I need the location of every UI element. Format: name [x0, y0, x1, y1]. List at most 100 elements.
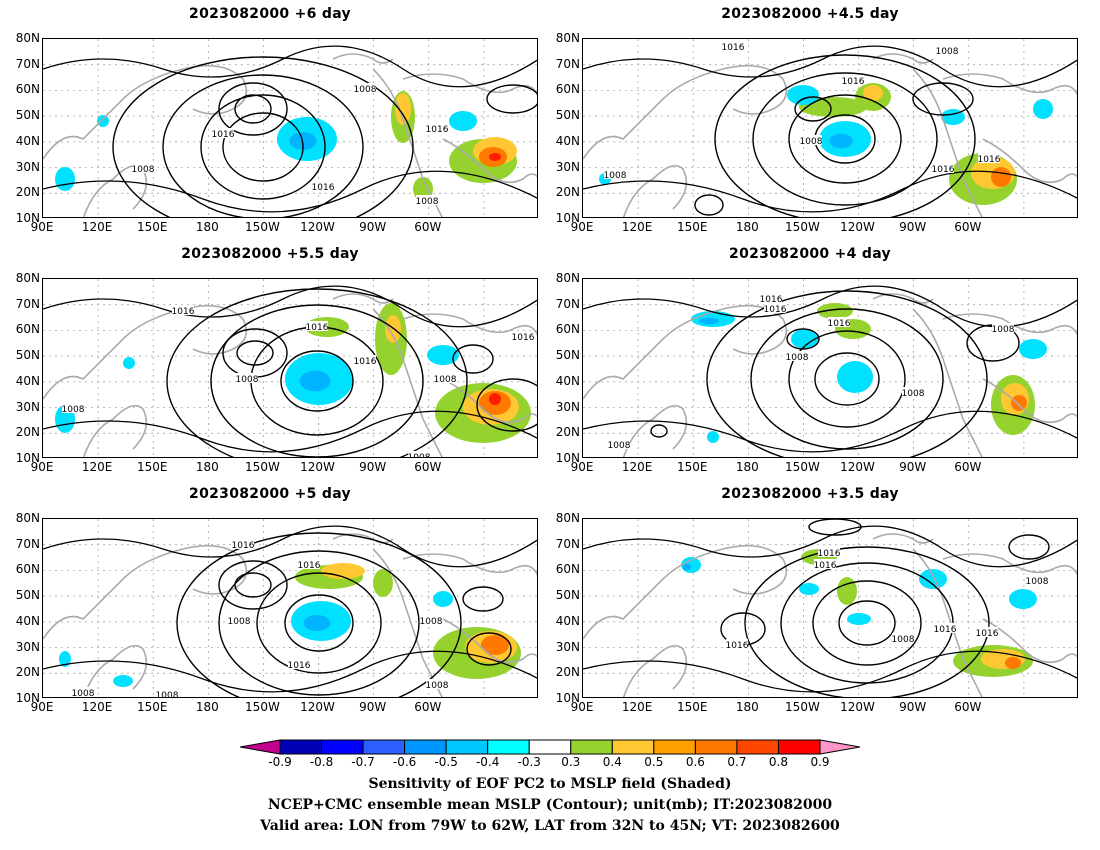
contour-label-bg: [416, 195, 438, 205]
y-tick-label: 80N: [15, 31, 40, 45]
contour-label-bg: [408, 451, 430, 457]
y-tick-label: 10N: [555, 211, 580, 225]
map-frame: 1016 1008 1008 1016 1016 1008: [42, 38, 538, 218]
y-tick-label: 10N: [555, 451, 580, 465]
x-tick-label: 150E: [136, 220, 168, 234]
contour-label: 1016: [298, 561, 321, 571]
x-tick-label: 120E: [621, 700, 653, 714]
y-tick-label: 50N: [555, 108, 580, 123]
map-frame: 1016 1016 1016 1008 1008 1008 1016 1008: [42, 278, 538, 458]
panel-title: 2023082000 +3.5 day: [721, 486, 899, 502]
colorbar: [240, 739, 860, 755]
isobar: [162, 74, 364, 217]
y-tick-label: 30N: [555, 399, 580, 414]
map-canvas: 1016 1016 1008 1016 1008 1008 1008 1008: [43, 519, 537, 698]
negative-shade: [787, 85, 819, 105]
x-tick-label: 180: [195, 220, 219, 234]
colorbar-swatch: [570, 739, 613, 755]
y-tick-label: 80N: [15, 511, 40, 525]
isobar: [583, 525, 1077, 568]
contour-label: 1008: [354, 85, 377, 95]
y-tick-label: 10N: [15, 691, 40, 705]
contour-label: 1008: [892, 635, 915, 645]
y-tick-label: 80N: [555, 271, 580, 285]
contour-label-bg: [936, 45, 958, 55]
contour-label: 1016: [978, 155, 1001, 165]
x-tick-label: 90W: [899, 460, 927, 474]
isobar: [452, 344, 494, 374]
isobar: [284, 594, 354, 652]
coastline: [872, 533, 934, 544]
y-tick-label: 50N: [555, 588, 580, 603]
contour-label: 1008: [416, 197, 439, 207]
contour-label-bg: [312, 181, 334, 191]
colorbar-label: 0.9: [810, 755, 830, 769]
contour-label: 1016: [306, 323, 329, 333]
contour-label: 1008: [228, 617, 251, 627]
y-tick-label: 30N: [555, 159, 580, 174]
contour-label-bg: [892, 633, 914, 643]
contour-label-bg: [726, 639, 748, 649]
contour-label-bg: [354, 355, 376, 365]
coastline: [982, 618, 1077, 664]
contour-label-bg: [426, 123, 448, 133]
x-tick-label: 150W: [245, 700, 280, 714]
negative-shade: [1019, 339, 1047, 359]
contour-label: 1016: [288, 661, 311, 671]
negative-shade: [303, 615, 331, 631]
isobar: [812, 580, 922, 666]
panel-3: 2023082000 +5.5 day 1016 1016 1016 1008 1008…: [0, 246, 540, 476]
contour-label: 1008: [156, 691, 179, 698]
coastline: [43, 64, 248, 160]
negative-shade: [123, 357, 135, 369]
contour-label: 1016: [976, 629, 999, 639]
coastline: [622, 404, 688, 457]
positive-shade: [385, 315, 401, 343]
coastline: [622, 164, 688, 217]
panel-title: 2023082000 +5 day: [189, 486, 351, 502]
x-tick-label: 90E: [30, 220, 54, 234]
x-tick-label: 90E: [30, 460, 54, 474]
contour-label-bg: [354, 83, 376, 93]
negative-shade: [1009, 589, 1037, 609]
isobar: [838, 600, 896, 646]
contour-label-bg: [842, 75, 864, 85]
colorbar-label: 0.6: [685, 755, 705, 769]
contour-label: 1016: [814, 561, 837, 571]
positive-shade: [863, 85, 883, 101]
panel-6: 2023082000 +3.5 day 1016 1016 1016 1016 1016…: [540, 486, 1080, 716]
contour-label: 1016: [934, 625, 957, 635]
contour-label: 1008: [800, 137, 823, 147]
shading: [681, 549, 1037, 677]
y-tick-label: 60N: [555, 562, 580, 577]
x-tick-label: 120E: [81, 460, 113, 474]
coastline: [332, 293, 394, 304]
isobar: [218, 82, 288, 136]
y-tick-label: 20N: [15, 185, 40, 200]
x-tick-label: 150W: [785, 460, 820, 474]
map-canvas: 1016 1016 1016 1016 1016 1008 1008: [583, 519, 1077, 697]
colorbar-label: -0.9: [268, 755, 292, 769]
isobar: [256, 572, 382, 674]
contour-label: 1008: [408, 453, 431, 458]
contour-label: 1008: [434, 375, 457, 385]
y-tick-label: 40N: [15, 133, 40, 148]
y-tick-label: 30N: [15, 399, 40, 414]
panel-5: 2023082000 +5 day 1016 1016 1008 1016 1008 10…: [0, 486, 540, 716]
colorbar-label: 0.3: [561, 755, 581, 769]
isobar: [43, 410, 537, 453]
x-tick-label: 90W: [359, 220, 387, 234]
contour-label-bg: [434, 373, 456, 383]
shading: [599, 83, 1053, 205]
y-tick-label: 80N: [15, 271, 40, 285]
coastline: [942, 313, 1077, 336]
x-tick-label: 150W: [785, 220, 820, 234]
negative-shade: [427, 345, 459, 365]
y-tick-label: 30N: [15, 159, 40, 174]
x-tick-label: 150E: [676, 460, 708, 474]
x-tick-label: 120W: [840, 460, 875, 474]
y-tick-label: 50N: [555, 348, 580, 363]
negative-shade: [799, 583, 819, 595]
map-frame: 1016 1016 1016 1016 1016 1008 1008: [582, 518, 1078, 698]
x-tick-label: 180: [735, 700, 759, 714]
